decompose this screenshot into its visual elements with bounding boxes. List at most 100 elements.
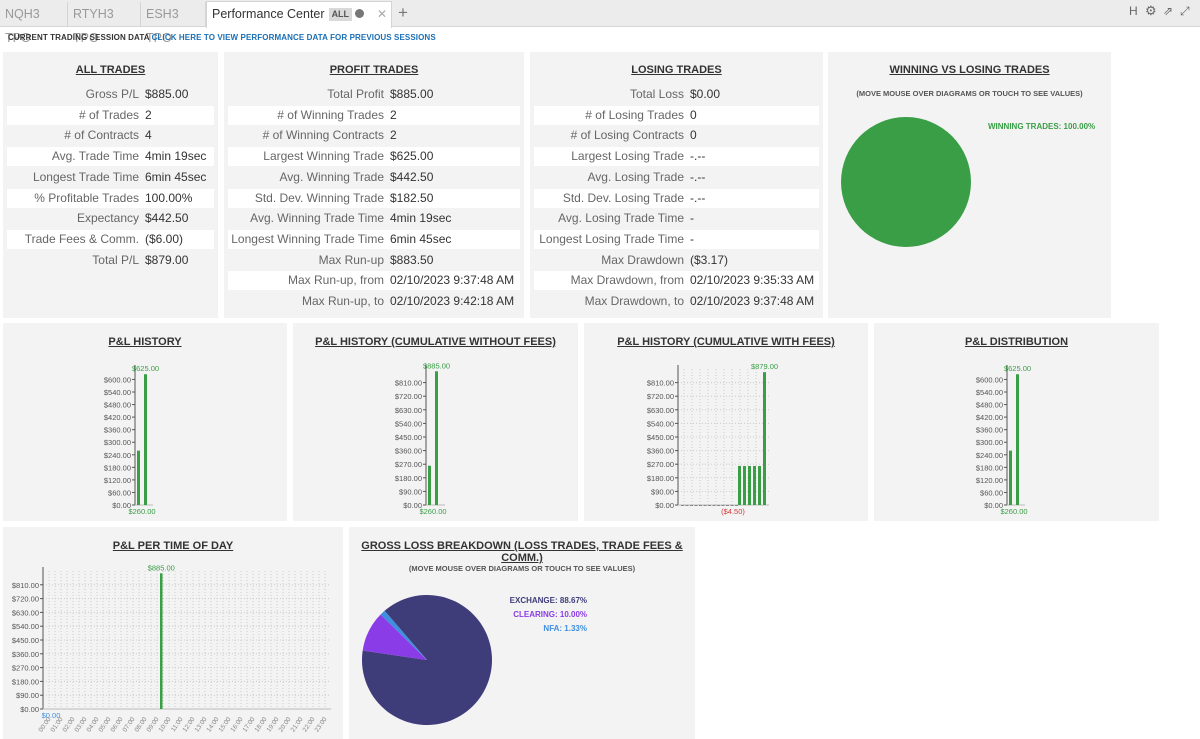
maximize-icon[interactable]: ⤢	[1180, 4, 1190, 18]
profit-trades-panel: PROFIT TRADES Total Profit $885.00 # of Wi…	[224, 52, 524, 318]
stat-label: Max Run-up	[318, 252, 384, 267]
min-value-label: $0.00	[42, 711, 61, 720]
bar[interactable]	[730, 505, 734, 506]
stat-label: Max Drawdown, from	[570, 273, 684, 288]
bar[interactable]	[137, 450, 140, 505]
bar[interactable]	[743, 466, 746, 505]
bar[interactable]	[1016, 374, 1019, 505]
panel-title: WINNING VS LOSING TRADES	[889, 64, 1050, 76]
stat-label: Max Drawdown, to	[584, 294, 684, 308]
bar[interactable]	[1009, 450, 1012, 505]
bar[interactable]	[726, 505, 729, 506]
y-tick-label: $60.00	[108, 488, 131, 497]
bar[interactable]	[753, 466, 756, 505]
stat-row: # of Winning Trades 2	[228, 105, 520, 125]
bar[interactable]	[763, 372, 766, 505]
bar[interactable]	[428, 465, 431, 505]
stat-row: Std. Dev. Losing Trade -.--	[534, 188, 819, 208]
y-tick-label: $420.00	[104, 413, 131, 422]
y-tick-label: $240.00	[976, 451, 1003, 460]
stat-row: Trade Fees & Comm. ($6.00)	[7, 229, 214, 249]
stat-value: -	[690, 211, 694, 226]
max-value-label: $879.00	[751, 362, 778, 371]
stat-label: Largest Winning Trade	[263, 149, 384, 164]
pl-cum-nofees-chart[interactable]: $0.00 $90.00 $180.00 $270.00 $360.00 $450.00 $…	[293, 323, 578, 521]
tab-esh3-tpo[interactable]: ESH3 TPO	[141, 2, 206, 45]
stat-label: Gross P/L	[85, 87, 139, 101]
bar[interactable]	[160, 573, 163, 709]
y-tick-label: $720.00	[395, 392, 422, 401]
stat-label: % Profitable Trades	[34, 190, 139, 205]
stat-row: Largest Losing Trade -.--	[534, 147, 819, 167]
stat-value: -.--	[690, 149, 706, 164]
pie-slice-nfa[interactable]	[380, 610, 427, 660]
stat-value: $182.50	[390, 190, 434, 205]
stat-value: 02/10/2023 9:42:18 AM	[390, 294, 515, 308]
bar[interactable]	[144, 374, 147, 505]
tab-label: Performance Center	[212, 7, 325, 21]
bar[interactable]	[738, 466, 741, 505]
y-tick-label: $810.00	[647, 379, 674, 388]
stat-value: 02/10/2023 9:37:48 AM	[390, 273, 515, 288]
stat-value: -.--	[690, 169, 706, 184]
pl-distribution-chart[interactable]: $0.00 $60.00 $120.00 $180.00 $240.00 $300.00 $…	[874, 323, 1159, 521]
min-value-label: ($4.50)	[721, 507, 745, 516]
y-tick-label: $90.00	[16, 691, 39, 700]
min-value-label: $260.00	[128, 507, 155, 516]
bar[interactable]	[685, 505, 689, 506]
stat-value: 2	[145, 107, 152, 122]
bar[interactable]	[699, 505, 702, 506]
close-icon[interactable]: ✕	[376, 7, 387, 21]
stat-row: Total P/L $879.00	[7, 251, 214, 270]
stat-value: 2	[390, 107, 397, 122]
bar[interactable]	[758, 466, 761, 505]
tab-rtyh3-tpo[interactable]: RTYH3 TPO	[68, 2, 141, 45]
popout-icon[interactable]: ⇗	[1163, 4, 1174, 18]
stat-row: Total Profit $885.00	[228, 85, 520, 104]
stat-row: % Profitable Trades 100.00%	[7, 188, 214, 208]
bar[interactable]	[435, 371, 438, 505]
pl-history-chart[interactable]: $0.00 $60.00 $120.00 $180.00 $240.00 $300.00 $…	[3, 323, 287, 521]
bar[interactable]	[690, 505, 693, 506]
previous-sessions-link[interactable]: CLICK HERE TO VIEW PERFORMANCE DATA FOR …	[151, 33, 436, 42]
pie-slice-winning[interactable]	[841, 117, 971, 247]
stat-label: Longest Losing Trade Time	[539, 231, 684, 246]
stat-value: $885.00	[145, 87, 189, 101]
pie-slice-clearing[interactable]	[362, 614, 427, 660]
hotkey-button[interactable]: H	[1129, 4, 1138, 18]
pl-time-of-day-chart[interactable]: $0.00 $90.00 $180.00 $270.00 $360.00 $450.00 $…	[3, 527, 343, 739]
gear-icon[interactable]: ⚙	[1145, 3, 1157, 18]
bar[interactable]	[748, 466, 751, 505]
bar[interactable]	[712, 505, 716, 506]
winning-vs-losing-panel: WINNING VS LOSING TRADES (MOVE MOUSE OVE…	[828, 52, 1111, 318]
stat-label: Avg. Winning Trade Time	[250, 211, 384, 226]
y-tick-label: $450.00	[12, 636, 39, 645]
pl-cum-fees-chart[interactable]: $0.00 $90.00 $180.00 $270.00 $360.00 $450.00 $…	[584, 323, 868, 521]
stat-row: Expectancy $442.50	[7, 209, 214, 228]
tab-performance-center[interactable]: Performance Center ALL ✕	[206, 1, 392, 28]
pl-time-of-day-panel: P&L PER TIME OF DAY $0.00 $90.00 $180.00 $2…	[3, 527, 343, 739]
max-value-label: $885.00	[148, 563, 175, 572]
stat-value: ($3.17)	[690, 252, 729, 267]
bar[interactable]	[694, 505, 698, 506]
bar[interactable]	[721, 505, 725, 506]
legend-winning: WINNING TRADES: 100.00%	[988, 122, 1096, 131]
gross-loss-pie-chart[interactable]	[349, 527, 695, 739]
bar[interactable]	[735, 505, 738, 506]
tab-label: ESH3 TPO	[146, 7, 179, 45]
legend-exchange: EXCHANGE: 88.67%	[509, 596, 587, 605]
y-tick-label: $180.00	[12, 677, 39, 686]
winning-pie-chart[interactable]	[828, 52, 1111, 318]
y-tick-label: $540.00	[104, 388, 131, 397]
bar[interactable]	[717, 505, 720, 506]
bar[interactable]	[703, 505, 707, 506]
panel-title: P&L HISTORY	[108, 336, 182, 348]
bar[interactable]	[681, 505, 684, 506]
stat-label: Std. Dev. Losing Trade	[562, 190, 684, 205]
max-value-label: $885.00	[423, 361, 450, 370]
panel-title: GROSS LOSS BREAKDOWN (LOSS TRADES, TRADE…	[361, 540, 683, 564]
add-tab-icon[interactable]: +	[398, 3, 408, 22]
tab-nqh3-tpo[interactable]: NQH3 TPO	[0, 2, 68, 45]
hint-text: (MOVE MOUSE OVER DIAGRAMS OR TOUCH TO SE…	[408, 564, 636, 573]
bar[interactable]	[708, 505, 711, 506]
